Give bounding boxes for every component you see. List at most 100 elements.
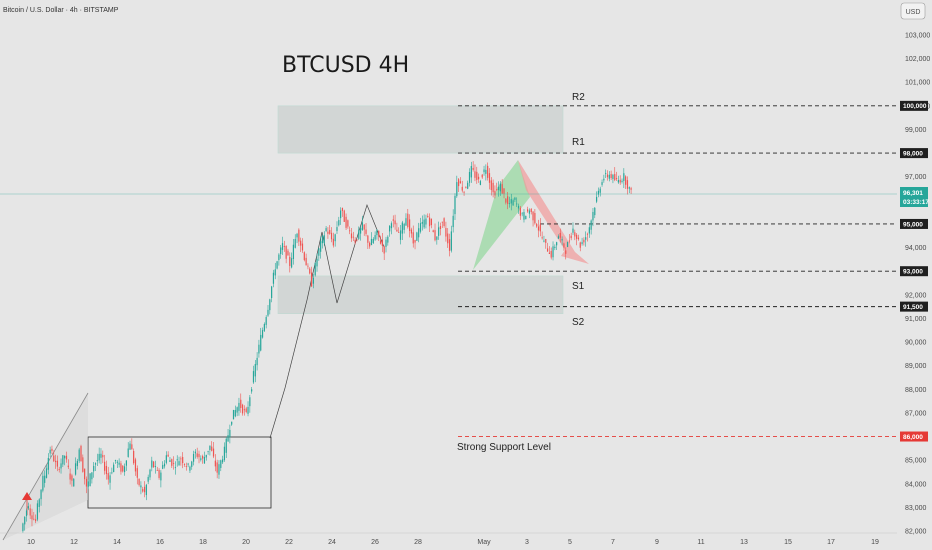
date-tick-label: 20	[242, 539, 250, 546]
candle-body	[323, 235, 325, 244]
candle-body	[60, 463, 62, 469]
candle-body	[82, 457, 84, 472]
candle-body	[548, 252, 551, 254]
candle-body	[383, 246, 385, 254]
level-badge	[900, 218, 928, 229]
candle-body	[338, 220, 340, 226]
candle-body	[546, 248, 549, 252]
candle-body	[267, 309, 269, 316]
zones-layer	[277, 105, 564, 315]
candle-body	[123, 466, 126, 473]
candle-body	[285, 245, 287, 259]
candle-body	[630, 188, 632, 190]
candle-body	[479, 181, 482, 185]
candle-body	[229, 429, 231, 438]
candle-body	[359, 227, 362, 234]
candle-body	[298, 229, 300, 242]
candle-body	[182, 456, 184, 464]
candle-body	[107, 473, 109, 480]
ascending-trendline	[2, 392, 89, 541]
candle-body	[396, 229, 398, 232]
price-tick-label: 84,000	[905, 481, 927, 488]
candle-body	[527, 209, 529, 212]
drawings-layer	[2, 160, 589, 541]
candle-body	[231, 421, 233, 425]
candle-body	[488, 173, 491, 183]
candle-body	[227, 435, 229, 442]
price-tick-label: 92,000	[905, 292, 927, 299]
candle-body	[556, 242, 558, 246]
candle-body	[289, 257, 291, 266]
r1-label: R1	[572, 137, 585, 148]
candle-body	[223, 446, 226, 461]
green-arrow-shape	[473, 160, 530, 270]
date-tick-label: 16	[156, 539, 164, 546]
candle-body	[358, 229, 360, 239]
candle-body	[610, 174, 612, 179]
candle-body	[601, 182, 603, 185]
candle-body	[69, 473, 71, 480]
badges-layer: 100,000 98,000 95,000 93,000 91,500 86,000	[900, 100, 928, 442]
date-tick-label: 18	[199, 539, 207, 546]
date-tick-label: 10	[27, 539, 35, 546]
candle-body	[539, 224, 541, 232]
candle-body	[125, 460, 127, 466]
candle-body	[619, 179, 621, 183]
candle-body	[301, 243, 304, 251]
candle-body	[160, 472, 162, 481]
currency-button[interactable]	[900, 2, 926, 20]
candle-body	[84, 468, 86, 480]
candle-body	[258, 344, 260, 354]
candle-body	[269, 299, 271, 311]
candle-body	[514, 197, 516, 200]
price-tick-label: 102,000	[905, 56, 930, 63]
candle-body	[127, 448, 129, 457]
candle-body	[151, 460, 153, 468]
candle-body	[525, 215, 527, 220]
candle-body	[352, 236, 354, 238]
candle-body	[465, 186, 467, 188]
candle-body	[349, 230, 351, 232]
candle-body	[265, 317, 267, 325]
candle-body	[470, 166, 472, 178]
candle-body	[76, 460, 78, 467]
candle-body	[436, 236, 438, 240]
candle-body	[187, 463, 189, 465]
candle-body	[245, 408, 247, 413]
candle-body	[585, 237, 587, 240]
candle-body	[507, 196, 509, 204]
candle-body	[53, 455, 55, 462]
candle-body	[260, 334, 262, 351]
candle-body	[387, 236, 389, 243]
zigzag-path	[269, 203, 385, 439]
price-tick-label: 101,000	[905, 80, 930, 87]
candle-body	[49, 449, 51, 454]
candle-body	[570, 235, 572, 239]
candle-body	[389, 226, 391, 232]
candle-body	[496, 189, 498, 190]
current-price-countdown: 03:33:17	[903, 199, 929, 206]
r2-label: R2	[572, 92, 585, 103]
candle-body	[463, 191, 465, 193]
candle-body	[263, 324, 265, 331]
candle-body	[171, 459, 173, 466]
level-badge	[900, 301, 928, 312]
candle-body	[118, 462, 120, 465]
candle-body	[403, 223, 405, 230]
candle-body	[136, 468, 138, 478]
candle-body	[621, 180, 623, 182]
candle-body	[459, 181, 462, 184]
candle-body	[189, 466, 191, 471]
candle-body	[487, 165, 489, 178]
candle-body	[67, 465, 69, 468]
candle-body	[347, 220, 349, 227]
candle-body	[200, 458, 202, 460]
candle-body	[307, 265, 309, 267]
date-tick-label: 24	[328, 539, 336, 546]
candle-body	[318, 248, 320, 256]
date-axis[interactable]: 10 12 14 16 18 20 22 24 26 28 May 3 5 7 9 11 13 15 17 19	[27, 539, 879, 546]
candle-body	[256, 357, 258, 366]
candle-body	[483, 169, 485, 173]
